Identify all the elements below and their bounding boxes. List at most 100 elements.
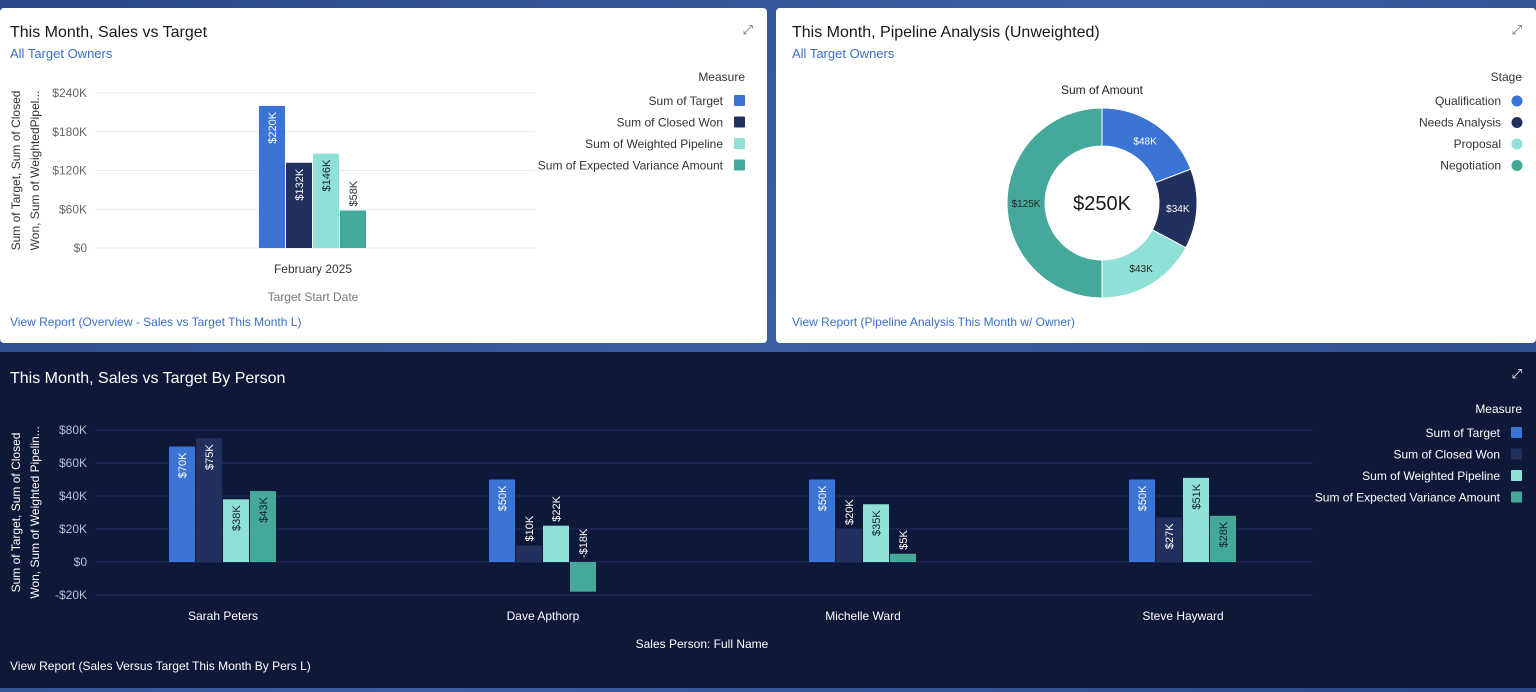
y-tick-label: $0: [74, 555, 88, 569]
bar: [489, 479, 515, 562]
bar-data-label: $50K: [1137, 485, 1149, 511]
bar: [169, 446, 195, 562]
legend-swatch: [1511, 117, 1523, 128]
bar: [890, 553, 916, 562]
y-tick-label: $120K: [52, 164, 87, 178]
bar: [250, 491, 276, 562]
expand-icon[interactable]: ⤢: [1511, 22, 1522, 37]
y-tick-label: $240K: [52, 86, 87, 100]
x-category-label: Dave Apthorp: [507, 609, 580, 623]
legend-swatch: [1511, 491, 1522, 503]
chart-title: Sum of Amount: [1061, 83, 1144, 97]
target-owners-filter-link[interactable]: All Target Owners: [792, 46, 895, 61]
bar: [196, 438, 222, 562]
card-title: This Month, Pipeline Analysis (Unweighte…: [792, 24, 1100, 41]
legend-swatch: [734, 159, 745, 171]
pipeline-analysis-card: This Month, Pipeline Analysis (Unweighte…: [776, 8, 1536, 343]
y-tick-label: $180K: [52, 125, 87, 139]
bar: [1129, 479, 1155, 562]
legend-item-label: Sum of Expected Variance Amount: [1315, 491, 1501, 505]
card-title: This Month, Sales vs Target: [10, 24, 208, 41]
view-report-link[interactable]: View Report (Pipeline Analysis This Mont…: [792, 315, 1076, 329]
y-axis-label: Sum of Target, Sum of Closed: [9, 91, 23, 251]
y-tick-label: $20K: [59, 522, 87, 536]
bar: [313, 153, 339, 248]
y-tick-label: $60K: [59, 456, 87, 470]
slice-data-label: $34K: [1166, 204, 1190, 215]
bar-data-label: $146K: [321, 159, 333, 191]
bar: [836, 529, 862, 562]
sales-by-person-chart: -$20K $0 $20K $40K $60K $80K Sum of Target, Su…: [9, 402, 1522, 651]
legend-item-label: Sum of Target: [649, 94, 724, 108]
y-axis-label: Sum of Target, Sum of Closed: [9, 433, 23, 593]
bar-data-label: $51K: [1191, 483, 1203, 509]
bar: [863, 504, 889, 562]
slice-data-label: $43K: [1129, 264, 1153, 275]
donut-center-total: $250K: [1073, 193, 1131, 215]
x-category-label: February 2025: [274, 262, 352, 276]
bar: [223, 499, 249, 562]
legend-swatch: [1511, 470, 1522, 481]
bar-data-label: $35K: [871, 510, 883, 536]
expand-icon[interactable]: ⤢: [1511, 366, 1522, 381]
bar: [340, 210, 366, 248]
slice-data-label: $125K: [1012, 199, 1041, 210]
y-tick-label: -$20K: [55, 588, 87, 602]
x-axis-title: Sales Person: Full Name: [636, 637, 769, 651]
bar-data-label: $132K: [294, 168, 306, 200]
legend-item-label: Sum of Weighted Pipeline: [1362, 469, 1500, 483]
x-category-label: Steve Hayward: [1142, 609, 1223, 623]
bar: [809, 479, 835, 562]
bar-data-label: $50K: [497, 485, 509, 511]
legend-item-label: Sum of Weighted Pipeline: [585, 137, 723, 151]
bar: [543, 525, 569, 562]
bar-data-label: $22K: [551, 495, 563, 521]
bar-data-label: $220K: [267, 111, 279, 143]
legend-item-label: Qualification: [1435, 94, 1501, 108]
y-tick-label: $40K: [59, 489, 87, 503]
donut-slice: [1006, 107, 1103, 299]
bar: [259, 105, 285, 249]
bar: [1183, 477, 1209, 562]
legend-swatch: [734, 116, 745, 128]
bar-data-label: $27K: [1164, 523, 1176, 549]
view-report-link[interactable]: View Report (Sales Versus Target This Mo…: [10, 659, 311, 673]
legend-item-label: Needs Analysis: [1419, 116, 1501, 130]
expand-icon[interactable]: ⤢: [742, 22, 753, 37]
legend-item-label: Sum of Target: [1426, 426, 1501, 440]
y-axis-label: Won, Sum of WeightedPipel...: [28, 91, 42, 251]
legend-swatch: [734, 95, 745, 106]
legend-swatch: [1511, 138, 1523, 150]
x-axis-title: Target Start Date: [268, 290, 359, 304]
x-category-label: Michelle Ward: [825, 609, 901, 623]
bar-data-label: $70K: [177, 452, 189, 478]
target-owners-filter-link[interactable]: All Target Owners: [10, 46, 113, 61]
bar-data-label: $58K: [348, 180, 360, 206]
sales-by-person-card: This Month, Sales vs Target By Person ⤢ …: [0, 352, 1536, 688]
pipeline-donut-chart: Sum of Amount $48K Qualification $34K Needs …: [1006, 70, 1523, 299]
bar: [1156, 517, 1182, 562]
legend-title: Measure: [1475, 402, 1522, 416]
y-axis-label: Won, Sum of Weighted Pipelin...: [28, 426, 42, 598]
legend-swatch: [1511, 95, 1523, 107]
bar-data-label: $50K: [817, 485, 829, 511]
sales-vs-target-card: This Month, Sales vs Target All Target O…: [0, 8, 767, 343]
legend-title: Measure: [698, 70, 745, 84]
bar-data-label: $38K: [231, 505, 243, 531]
legend-item-label: Sum of Expected Variance Amount: [538, 159, 724, 173]
bar-data-label: $10K: [524, 515, 536, 541]
legend-item-label: Sum of Closed Won: [1394, 448, 1501, 462]
legend-swatch: [1511, 160, 1523, 171]
bar: [1210, 515, 1236, 562]
x-category-label: Sarah Peters: [188, 609, 258, 623]
sales-vs-target-chart: $0 $60K $120K $180K $240K Sum of Target, Sum …: [9, 70, 745, 304]
bar: [516, 545, 542, 562]
legend-title: Stage: [1491, 70, 1523, 84]
bar-data-label: $75K: [204, 444, 216, 470]
bar-data-label: $28K: [1218, 521, 1230, 547]
legend-item-label: Negotiation: [1440, 159, 1501, 173]
legend-swatch: [1511, 448, 1522, 460]
bar-data-label: -$18K: [578, 528, 590, 558]
bar-data-label: $43K: [258, 496, 270, 522]
view-report-link[interactable]: View Report (Overview - Sales vs Target …: [10, 315, 302, 329]
